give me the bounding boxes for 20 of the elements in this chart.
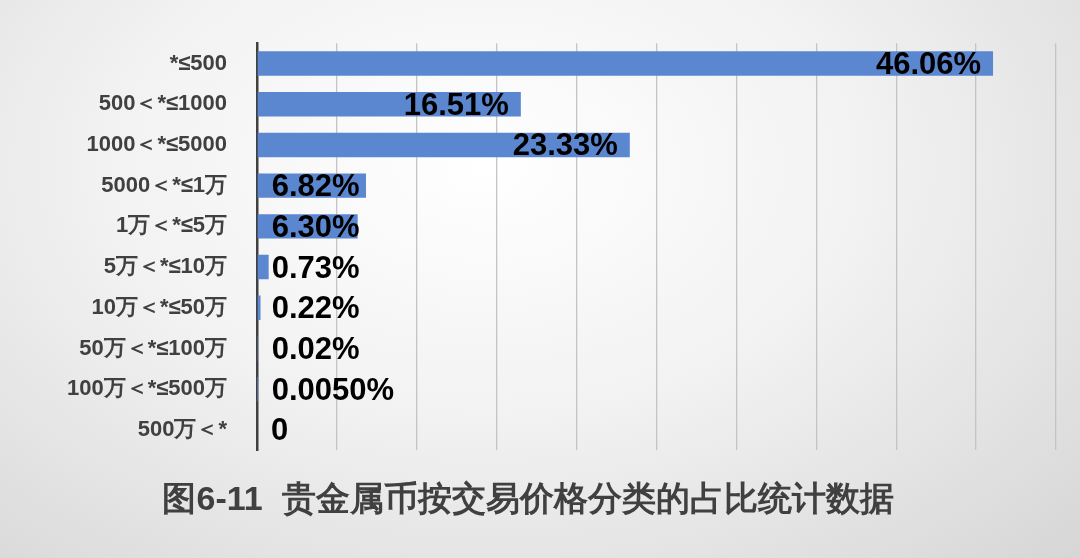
y-tick-label: 5万＜*≤10万 — [103, 253, 227, 279]
y-tick-label: 1万＜*≤5万 — [115, 212, 227, 238]
data-label: 0 — [271, 412, 289, 448]
y-tick-label: 10万＜*≤50万 — [91, 293, 227, 319]
data-label: 16.51% — [403, 86, 509, 122]
y-tick-label: 100万＜*≤500万 — [66, 375, 227, 401]
data-label: 0.0050% — [271, 371, 395, 407]
data-label: 23.33% — [512, 127, 618, 163]
data-label: 6.82% — [271, 168, 360, 204]
y-tick-label: 500万＜* — [137, 415, 228, 441]
data-label: 46.06% — [875, 46, 982, 82]
y-tick-label: 50万＜*≤100万 — [79, 334, 227, 360]
text: 图6-11 贵金属币按交易价格分类的占比统计数据 — [162, 478, 894, 517]
data-label: 0.73% — [271, 249, 360, 285]
y-tick-label: 1000＜*≤5000 — [86, 131, 227, 157]
y-tick-label: 5000＜*≤1万 — [101, 171, 227, 197]
data-label: 0.22% — [271, 290, 360, 326]
y-tick-label: 500＜*≤1000 — [98, 90, 227, 116]
data-label: 0.02% — [271, 331, 360, 366]
y-tick-label: *≤500 — [169, 49, 227, 75]
